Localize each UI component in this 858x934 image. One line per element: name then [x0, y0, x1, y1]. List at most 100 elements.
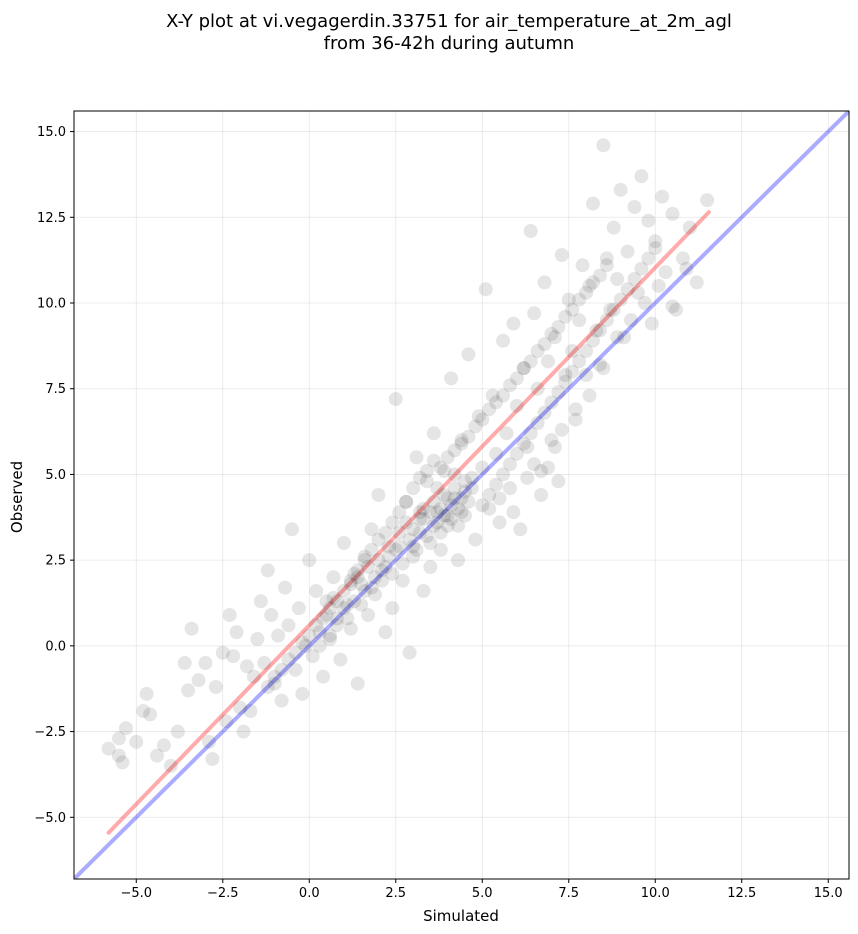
- scatter-point: [464, 481, 479, 496]
- scatter-point: [385, 515, 400, 530]
- scatter-point: [451, 518, 466, 533]
- scatter-point: [464, 470, 479, 485]
- scatter-point: [568, 412, 583, 427]
- scatter-point: [361, 608, 376, 622]
- scatter-point: [447, 491, 462, 506]
- scatter-point: [665, 206, 680, 221]
- scatter-point: [516, 361, 531, 376]
- scatter-point: [682, 220, 697, 235]
- scatter-point: [118, 721, 133, 736]
- scatter-point: [357, 549, 372, 564]
- scatter-point: [433, 542, 448, 557]
- scatter-point: [323, 632, 338, 646]
- scatter-point: [641, 213, 656, 228]
- scatter-point: [506, 316, 521, 331]
- scatter-point: [281, 618, 296, 633]
- scatter-point: [585, 333, 600, 348]
- scatter-point: [236, 724, 251, 739]
- scatter-point: [502, 481, 517, 496]
- scatter-point: [426, 426, 441, 441]
- scatter-point: [496, 467, 511, 482]
- scatter-point: [440, 508, 455, 523]
- scatter-point: [540, 354, 555, 369]
- scatter-point: [115, 755, 130, 770]
- scatter-point: [229, 625, 244, 640]
- scatter-point: [406, 539, 421, 554]
- scatter-point: [637, 296, 652, 310]
- scatter-point: [316, 669, 331, 684]
- scatter-point: [395, 573, 410, 588]
- scatter-point: [655, 189, 670, 204]
- scatter-point: [388, 392, 403, 406]
- scatter-point: [624, 313, 639, 328]
- scatter-point: [558, 368, 573, 382]
- scatter-point: [357, 584, 372, 598]
- scatter-point: [250, 632, 265, 646]
- scatter-point: [468, 532, 483, 547]
- scatter-point: [561, 292, 576, 307]
- scatter-point: [412, 525, 427, 540]
- scatter-point: [326, 590, 341, 605]
- scatter-point: [509, 371, 524, 386]
- scatter-point: [374, 563, 389, 578]
- scatter-point: [233, 700, 248, 715]
- scatter-point: [534, 464, 549, 478]
- y-tick-label: 15.0: [37, 125, 66, 140]
- scatter-point: [243, 704, 258, 718]
- scatter-point: [468, 419, 483, 434]
- scatter-point: [347, 566, 362, 581]
- scatter-point: [669, 302, 684, 317]
- scatter-point: [551, 385, 566, 400]
- scatter-point: [385, 601, 400, 616]
- scatter-point: [111, 748, 126, 763]
- scatter-point: [343, 621, 358, 636]
- scatter-point: [274, 693, 289, 708]
- scatter-point: [530, 416, 545, 430]
- x-tick-label: 10.0: [641, 886, 670, 901]
- scatter-point: [596, 361, 611, 376]
- scatter-point: [399, 494, 414, 509]
- scatter-point: [399, 494, 414, 509]
- fit-line: [106, 210, 711, 835]
- scatter-point: [150, 748, 165, 763]
- scatter-point: [395, 556, 410, 571]
- scatter-point: [665, 299, 680, 314]
- scatter-point: [402, 532, 417, 547]
- scatter-point: [520, 470, 535, 485]
- scatter-point: [281, 652, 296, 667]
- scatter-point: [419, 529, 434, 544]
- scatter-point: [620, 244, 635, 259]
- scatter-point: [309, 618, 324, 633]
- scatter-point: [440, 491, 455, 506]
- scatter-point: [492, 491, 507, 506]
- scatter-point: [433, 460, 448, 475]
- scatter-point: [419, 474, 434, 489]
- scatter-point: [675, 251, 690, 266]
- scatter-point: [558, 309, 573, 324]
- scatter-point: [537, 275, 552, 290]
- scatter-point: [648, 241, 663, 256]
- scatter-point: [544, 395, 559, 410]
- x-tick-label: −5.0: [120, 886, 152, 901]
- y-tick-label: 2.5: [45, 554, 66, 569]
- scatter-point: [634, 261, 649, 276]
- scatter-point: [350, 563, 365, 578]
- scatter-point: [253, 594, 268, 609]
- scatter-point: [444, 498, 459, 513]
- scatter-point: [343, 577, 358, 592]
- axis-ticks: −5.0 −2.5 0.0 2.5 5.0 7.5 10.0 12.5 15.0 −5.0 −2.5…: [34, 125, 842, 901]
- scatter-point: [184, 621, 199, 636]
- scatter-point: [388, 542, 403, 557]
- scatter-point: [482, 501, 497, 516]
- scatter-point: [426, 518, 441, 533]
- scatter-point: [399, 515, 414, 530]
- scatter-point: [371, 553, 386, 568]
- scatter-point: [423, 560, 438, 574]
- scatter-point: [139, 686, 154, 701]
- scatter-point: [523, 224, 538, 238]
- scatter-point: [679, 261, 694, 276]
- scatter-point: [499, 426, 514, 441]
- scatter-point: [451, 501, 466, 516]
- scatter-point: [437, 508, 452, 523]
- scatter-point: [627, 200, 642, 214]
